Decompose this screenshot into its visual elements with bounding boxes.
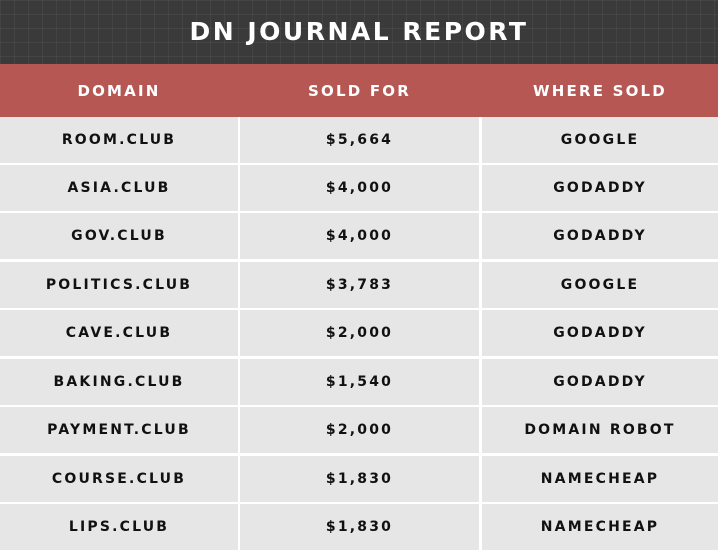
price-cell: $1,540 <box>240 359 479 405</box>
price-cell: $4,000 <box>240 165 479 211</box>
venue-cell: DOMAIN ROBOT <box>482 407 718 453</box>
domain-cell: BAKING.CLUB <box>0 359 238 405</box>
venue-cell: GODADDY <box>482 213 718 259</box>
venue-cell: GODADDY <box>482 310 718 356</box>
price-cell: $2,000 <box>240 407 479 453</box>
table-row: LIPS.CLUB $1,830 NAMECHEAP <box>0 504 718 550</box>
price-cell: $4,000 <box>240 213 479 259</box>
price-cell: $3,783 <box>240 262 479 308</box>
domain-cell: PAYMENT.CLUB <box>0 407 238 453</box>
table-row: ASIA.CLUB $4,000 GODADDY <box>0 165 718 211</box>
venue-cell: NAMECHEAP <box>482 456 718 502</box>
domain-cell: ASIA.CLUB <box>0 165 238 211</box>
price-cell: $2,000 <box>240 310 479 356</box>
column-header-sold-for: SOLD FOR <box>308 81 411 100</box>
column-header-where-sold: WHERE SOLD <box>533 81 667 100</box>
table-row: BAKING.CLUB $1,540 GODADDY <box>0 359 718 405</box>
column-header-domain: DOMAIN <box>77 81 161 100</box>
venue-cell: GODADDY <box>482 359 718 405</box>
venue-cell: GOOGLE <box>482 262 718 308</box>
price-cell: $1,830 <box>240 456 479 502</box>
domain-cell: GOV.CLUB <box>0 213 238 259</box>
price-cell: $5,664 <box>240 117 479 163</box>
table-row: COURSE.CLUB $1,830 NAMECHEAP <box>0 456 718 502</box>
domain-cell: ROOM.CLUB <box>0 117 238 163</box>
table-row: PAYMENT.CLUB $2,000 DOMAIN ROBOT <box>0 407 718 453</box>
table-row: POLITICS.CLUB $3,783 GOOGLE <box>0 262 718 308</box>
domain-cell: CAVE.CLUB <box>0 310 238 356</box>
venue-cell: NAMECHEAP <box>482 504 718 550</box>
venue-cell: GODADDY <box>482 165 718 211</box>
domain-cell: POLITICS.CLUB <box>0 262 238 308</box>
table-header: DOMAIN SOLD FOR WHERE SOLD <box>0 64 718 117</box>
table-row: GOV.CLUB $4,000 GODADDY <box>0 213 718 259</box>
table-body: ROOM.CLUB $5,664 GOOGLE ASIA.CLUB $4,000… <box>0 117 718 550</box>
price-cell: $1,830 <box>240 504 479 550</box>
domain-cell: LIPS.CLUB <box>0 504 238 550</box>
domain-cell: COURSE.CLUB <box>0 456 238 502</box>
page-title: DN JOURNAL REPORT <box>189 16 529 46</box>
table-row: ROOM.CLUB $5,664 GOOGLE <box>0 117 718 163</box>
table-row: CAVE.CLUB $2,000 GODADDY <box>0 310 718 356</box>
venue-cell: GOOGLE <box>482 117 718 163</box>
title-bar: DN JOURNAL REPORT <box>0 0 718 64</box>
